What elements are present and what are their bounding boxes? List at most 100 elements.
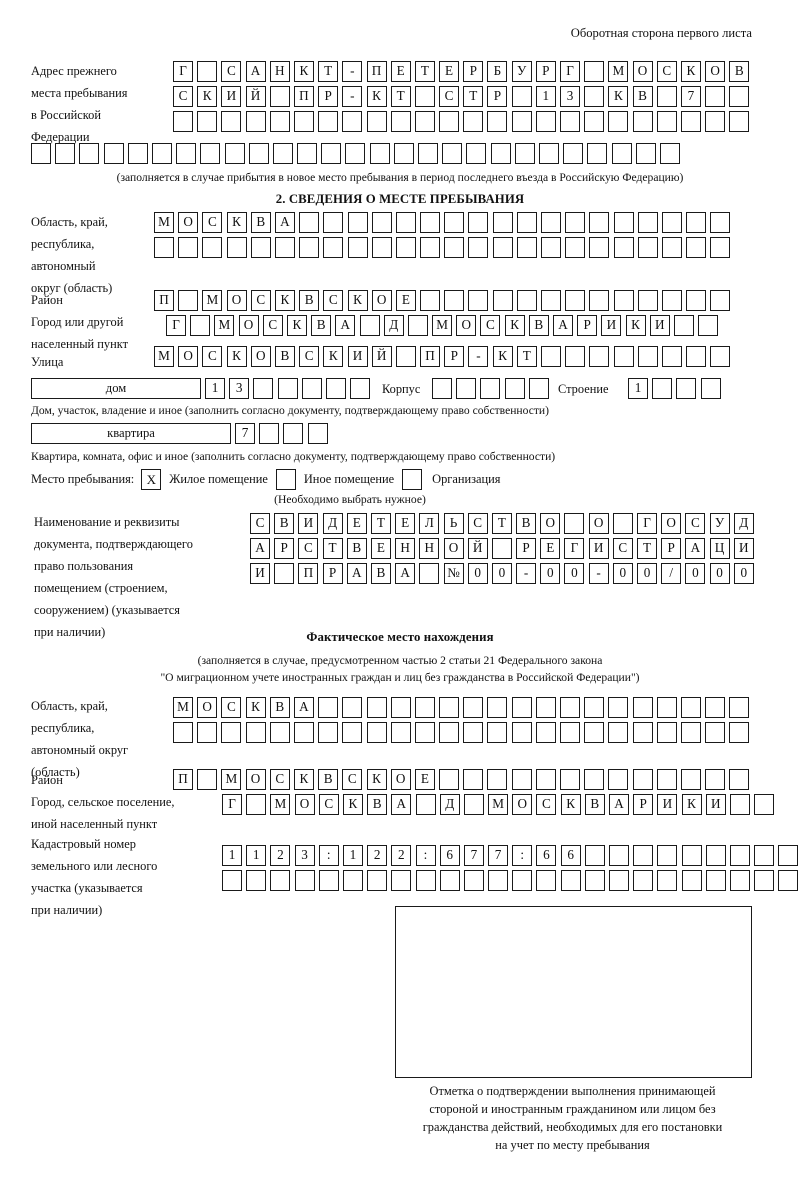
char-cell[interactable]: О [512,794,533,815]
char-cell[interactable] [705,111,726,132]
char-cell[interactable]: А [395,563,416,584]
char-cell[interactable] [420,212,441,233]
cadastral-row-2[interactable] [222,870,800,891]
char-cell[interactable] [584,870,605,891]
char-cell[interactable] [390,722,411,743]
char-cell[interactable]: А [553,315,573,336]
char-cell[interactable]: Т [516,346,537,367]
char-cell[interactable] [414,111,435,132]
char-cell[interactable] [608,769,629,790]
char-cell[interactable] [609,845,629,866]
char-cell[interactable] [656,722,677,743]
char-cell[interactable]: К [293,769,314,790]
char-cell[interactable]: В [528,315,549,336]
char-cell[interactable] [729,769,750,790]
char-cell[interactable]: С [656,61,677,82]
char-cell[interactable]: К [286,315,307,336]
char-cell[interactable] [680,111,701,132]
char-cell[interactable]: Р [318,86,339,107]
char-cell[interactable]: Е [395,513,416,534]
char-cell[interactable] [221,722,242,743]
char-cell[interactable]: Т [322,538,343,559]
char-cell[interactable] [686,212,707,233]
char-cell[interactable] [463,722,484,743]
char-cell[interactable] [197,111,218,132]
char-cell[interactable] [178,237,199,258]
char-cell[interactable] [611,143,632,164]
char-cell[interactable] [490,143,511,164]
char-cell[interactable]: 0 [612,563,633,584]
char-cell[interactable]: К [274,290,295,311]
char-cell[interactable] [700,378,721,399]
char-cell[interactable]: 0 [733,563,754,584]
char-cell[interactable] [369,143,390,164]
char-cell[interactable]: П [293,86,314,107]
char-cell[interactable]: К [492,346,513,367]
char-cell[interactable] [541,290,561,311]
char-cell[interactable]: Т [637,538,657,559]
char-cell[interactable] [613,237,634,258]
char-cell[interactable]: А [274,212,295,233]
char-cell[interactable]: М [608,61,629,82]
char-cell[interactable] [659,143,680,164]
char-cell[interactable] [656,86,677,107]
char-cell[interactable]: 0 [491,563,512,584]
char-cell[interactable] [511,722,532,743]
char-cell[interactable]: Е [370,538,391,559]
char-cell[interactable] [584,845,605,866]
stroenie-row[interactable]: 1 [628,378,725,399]
char-cell[interactable] [635,143,656,164]
char-cell[interactable] [178,290,199,311]
char-cell[interactable] [705,845,726,866]
char-cell[interactable] [729,870,750,891]
char-cell[interactable]: О [661,513,682,534]
char-cell[interactable]: К [323,346,344,367]
char-cell[interactable] [511,697,532,718]
char-cell[interactable]: 2 [367,845,388,866]
char-cell[interactable] [415,870,436,891]
char-cell[interactable] [391,870,412,891]
char-cell[interactable] [584,86,605,107]
char-cell[interactable] [395,237,416,258]
char-cell[interactable] [190,315,211,336]
char-cell[interactable]: Ц [709,538,730,559]
char-cell[interactable] [589,290,610,311]
char-cell[interactable] [535,111,556,132]
char-cell[interactable] [248,143,269,164]
char-cell[interactable]: С [250,290,271,311]
char-cell[interactable] [342,870,363,891]
char-cell[interactable] [686,237,707,258]
flat-number-row[interactable]: 7 [235,423,332,444]
char-cell[interactable] [154,237,174,258]
char-cell[interactable]: 1 [246,845,267,866]
char-cell[interactable] [686,346,707,367]
char-cell[interactable] [560,722,580,743]
char-cell[interactable] [514,143,535,164]
char-cell[interactable] [710,346,731,367]
char-cell[interactable] [584,697,605,718]
char-cell[interactable]: О [226,290,247,311]
char-cell[interactable] [318,722,339,743]
char-cell[interactable]: С [439,86,460,107]
char-cell[interactable] [657,845,678,866]
char-cell[interactable]: У [709,513,730,534]
char-cell[interactable] [705,870,726,891]
char-cell[interactable] [414,86,435,107]
char-cell[interactable]: Р [661,538,682,559]
char-cell[interactable] [587,143,608,164]
char-cell[interactable] [442,143,463,164]
char-cell[interactable]: В [269,697,290,718]
char-cell[interactable]: И [601,315,622,336]
char-cell[interactable] [613,290,634,311]
char-cell[interactable] [516,290,537,311]
char-cell[interactable]: 3 [294,845,315,866]
char-cell[interactable]: В [367,794,388,815]
char-cell[interactable]: Р [444,346,465,367]
char-cell[interactable]: К [226,212,247,233]
char-cell[interactable] [463,697,484,718]
char-cell[interactable] [439,697,460,718]
char-cell[interactable] [705,86,726,107]
char-cell[interactable]: С [318,794,339,815]
